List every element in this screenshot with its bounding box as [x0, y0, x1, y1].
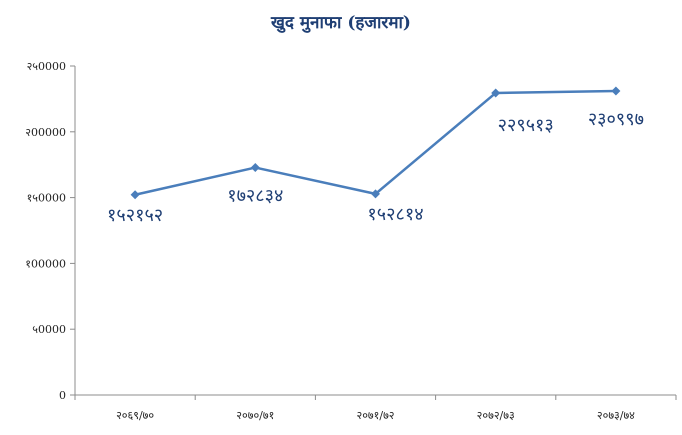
series-layer	[130, 86, 621, 200]
data-point-marker	[371, 189, 380, 199]
y-tick-label: 0	[59, 389, 66, 402]
data-point-marker	[491, 88, 501, 98]
data-point-marker	[130, 190, 140, 200]
x-tick-label: २०७०/७१	[236, 409, 274, 422]
y-tick-label: १५0000	[27, 192, 66, 205]
x-tick-label: २०७३/७४	[597, 409, 635, 422]
x-tick-label: २०७१/७२	[356, 409, 394, 422]
data-labels: १५२१५२ १७२८३४ १५२८१४ २२९५१३ २३०९९७	[107, 109, 644, 226]
axes	[70, 65, 677, 400]
y-tick-label: १00000	[25, 257, 66, 270]
y-tick-label: ५0000	[32, 323, 66, 336]
tick-labels: 0 ५0000 १00000 १५0000 २00000 २५0000 २०६९/७० २०७…	[25, 60, 635, 422]
x-tick-label: २०७२/७३	[477, 409, 515, 422]
series-line	[134, 89, 616, 196]
data-label: १५२८१४	[367, 204, 423, 225]
data-label: २३०९९७	[588, 109, 644, 130]
data-label: २२९५१३	[498, 115, 554, 136]
chart-title: खुद मुनाफा (हजारमा)	[270, 13, 411, 33]
data-label: १७२८३४	[227, 186, 283, 207]
y-tick-label: २५0000	[27, 60, 66, 73]
x-tick-label: २०६९/७०	[116, 409, 154, 422]
data-point-marker	[611, 86, 621, 96]
data-point-marker	[250, 163, 260, 173]
data-label: १५२१५२	[107, 205, 163, 226]
y-tick-label: २00000	[25, 126, 66, 139]
